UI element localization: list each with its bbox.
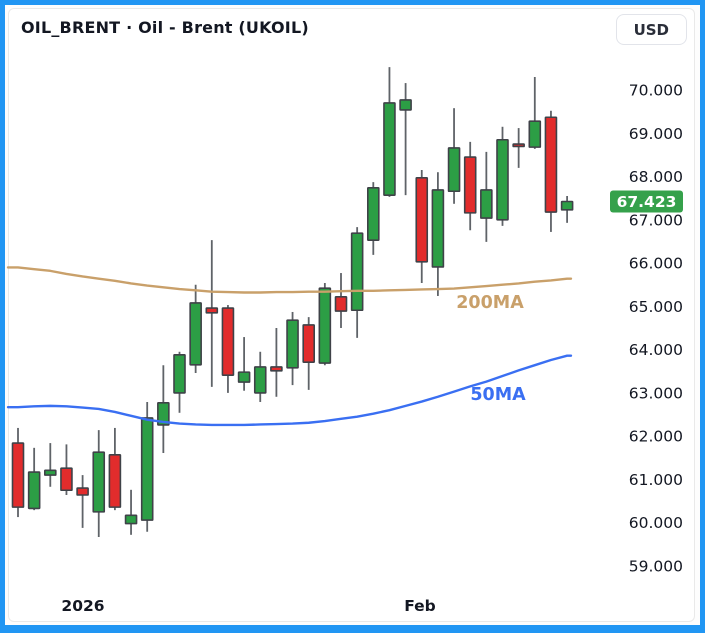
candle (76, 475, 89, 528)
candle (253, 351, 267, 402)
candle (560, 196, 574, 223)
chart-header: OIL_BRENT · Oil - Brent (UKOIL) USD (0, 0, 705, 56)
candle (270, 327, 283, 397)
candle (544, 110, 558, 232)
candle (350, 227, 364, 338)
current-price-value: 67.423 (617, 193, 677, 211)
ma-layer (6, 266, 573, 294)
candles-layer (11, 67, 574, 537)
50ma-line (6, 354, 573, 427)
time-scale[interactable]: 2026 Feb (61, 597, 435, 615)
candle (140, 401, 154, 532)
price-tick-label: 61.000 (629, 471, 683, 489)
candle (480, 151, 493, 242)
200ma-line (6, 266, 573, 294)
price-tick-label: 62.000 (629, 428, 683, 446)
candle (447, 108, 461, 204)
50ma-label: 50MA (470, 385, 526, 405)
candle (431, 172, 445, 296)
candle (124, 489, 138, 535)
price-tick-label: 70.000 (629, 82, 683, 100)
ma-layer (6, 354, 573, 427)
candle (173, 351, 186, 413)
currency-button[interactable]: USD (615, 14, 687, 45)
candle (463, 141, 477, 231)
candle (108, 427, 122, 511)
candle (334, 273, 348, 328)
candle (43, 443, 57, 487)
candle (27, 447, 41, 511)
symbol-title: OIL_BRENT · Oil - Brent (UKOIL) (21, 18, 309, 37)
time-tick-label: 2026 (61, 597, 104, 615)
candle (189, 284, 202, 373)
current-price-badge: 67.423 (610, 190, 683, 213)
candle (92, 430, 106, 537)
candle (528, 77, 542, 149)
current-price-badge-bg (610, 190, 683, 213)
candle (60, 444, 73, 496)
candle (302, 317, 316, 390)
candle (237, 337, 251, 391)
candle (496, 126, 509, 226)
candle (318, 282, 332, 366)
candle (383, 67, 396, 197)
candle (221, 305, 235, 393)
price-tick-label: 59.000 (629, 557, 683, 575)
price-tick-label: 63.000 (629, 384, 683, 402)
candle (11, 427, 25, 518)
200ma-label: 200MA (456, 293, 524, 313)
candle (157, 365, 170, 454)
price-tick-label: 65.000 (629, 298, 683, 316)
price-tick-label: 69.000 (629, 125, 683, 143)
price-tick-label: 67.000 (629, 211, 683, 229)
candle (205, 240, 219, 387)
price-tick-label: 68.000 (629, 168, 683, 186)
chart-card (8, 8, 695, 622)
price-tick-label: 60.000 (629, 514, 683, 532)
price-scale[interactable]: 70.000 69.000 68.000 67.000 66.000 65.000 64.0… (629, 82, 683, 576)
time-tick-label: Feb (404, 597, 436, 615)
candle (512, 128, 525, 168)
price-tick-label: 66.000 (629, 255, 683, 273)
price-tick-label: 64.000 (629, 341, 683, 359)
candle (415, 170, 429, 283)
candle (366, 182, 380, 255)
candle (286, 311, 299, 386)
candle (399, 83, 412, 196)
